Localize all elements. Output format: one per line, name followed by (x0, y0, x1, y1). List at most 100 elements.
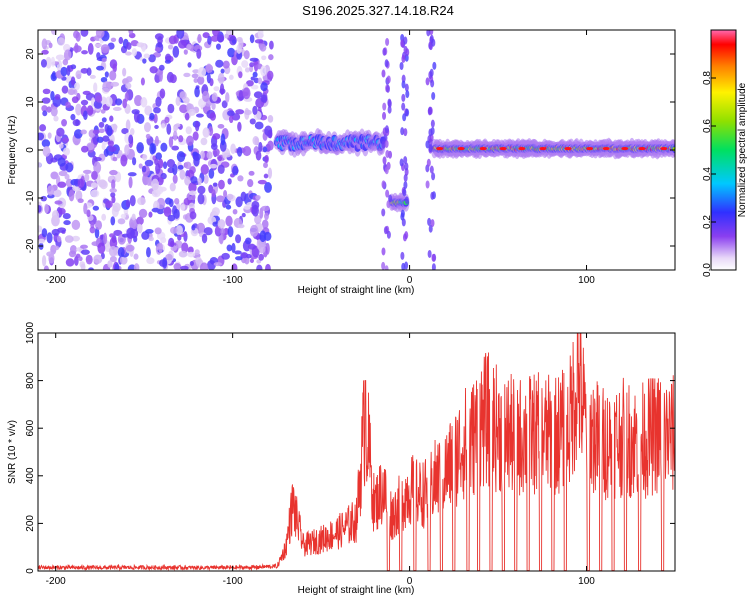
streak-blob (431, 263, 436, 270)
noise-blob (187, 195, 192, 201)
noise-blob (234, 250, 242, 255)
noise-blob (86, 142, 95, 151)
noise-blob (265, 263, 271, 270)
noise-blob (186, 135, 194, 146)
noise-blob (153, 113, 158, 124)
streak-blob (384, 125, 389, 134)
noise-blob (164, 59, 172, 64)
noise-blob (101, 57, 107, 63)
noise-blob (172, 130, 178, 141)
noise-blob (257, 30, 264, 40)
noise-blob (202, 90, 210, 102)
noise-blob (164, 53, 172, 62)
noise-blob (52, 245, 60, 251)
streak-blob (429, 30, 434, 36)
noise-blob (193, 78, 199, 83)
noise-blob (97, 242, 106, 254)
noise-blob (89, 226, 96, 234)
noise-blob (181, 242, 189, 254)
noise-blob (109, 169, 118, 176)
noise-blob (154, 33, 164, 41)
noise-blob (148, 211, 153, 218)
noise-blob (180, 265, 189, 270)
noise-blob (227, 110, 235, 117)
noise-blob (110, 37, 117, 42)
noise-blob (220, 68, 225, 74)
noise-blob (212, 221, 219, 227)
noise-blob (244, 67, 250, 73)
streak-blob (402, 233, 407, 242)
streak-blob (427, 217, 432, 226)
snr-xtick-label: 100 (578, 576, 595, 587)
spectrogram-xtick-label: -100 (223, 275, 243, 286)
noise-blob (125, 244, 135, 252)
noise-blob (71, 219, 81, 230)
noise-blob (122, 67, 127, 77)
streak-blob (430, 79, 435, 88)
streak-blob (381, 261, 386, 270)
streak-blob (425, 140, 430, 149)
noise-blob (110, 216, 116, 226)
noise-blob (46, 251, 55, 257)
streak-blob (382, 111, 387, 120)
noise-blob (80, 263, 86, 270)
noise-blob (192, 131, 199, 141)
noise-blob (196, 222, 206, 235)
noise-blob (228, 115, 234, 124)
noise-blob (117, 218, 126, 225)
streak-blob (382, 102, 387, 111)
noise-blob (170, 240, 175, 248)
signal-peak (660, 146, 668, 151)
noise-blob (169, 74, 177, 84)
streak-blob (385, 84, 390, 93)
noise-blob (92, 129, 100, 135)
noise-blob (170, 226, 178, 234)
noise-blob (212, 30, 220, 37)
streak-blob (428, 144, 433, 153)
noise-blob (131, 48, 137, 57)
noise-blob (138, 163, 143, 169)
noise-blob (82, 169, 92, 174)
noise-blob (238, 90, 244, 101)
noise-blob (154, 47, 161, 52)
noise-blob (112, 106, 122, 112)
noise-blob (47, 132, 52, 139)
streak-blob (382, 47, 387, 56)
snr-xlabel: Height of straight line (km) (298, 585, 415, 596)
noise-blob (125, 199, 131, 208)
noise-blob (179, 91, 187, 100)
noise-blob (74, 82, 80, 91)
noise-blob (126, 42, 132, 50)
noise-blob (121, 128, 129, 135)
noise-blob (148, 236, 154, 242)
noise-blob (125, 76, 133, 83)
noise-blob (177, 165, 184, 170)
noise-blob (227, 47, 236, 58)
noise-blob (120, 213, 127, 219)
noise-blob (160, 142, 168, 152)
noise-blob (80, 30, 89, 37)
noise-blob (93, 82, 98, 93)
noise-blob (57, 181, 67, 188)
streak-blob (405, 108, 410, 117)
streak-blob (404, 261, 409, 270)
noise-blob (54, 94, 61, 100)
noise-blob (154, 227, 162, 235)
noise-blob (83, 110, 88, 121)
streak-blob (431, 253, 436, 262)
noise-blob (154, 135, 159, 147)
noise-blob (205, 64, 214, 73)
noise-blob (136, 142, 144, 154)
noise-blob (258, 141, 263, 153)
snr-ytick-label: 200 (25, 515, 36, 532)
noise-blob (256, 264, 263, 270)
noise-blob (225, 92, 230, 103)
noise-blob (244, 109, 252, 115)
noise-blob (133, 263, 140, 270)
noise-blob (203, 227, 213, 236)
noise-blob (42, 110, 48, 117)
noise-blob (46, 106, 52, 113)
noise-blob (102, 81, 112, 93)
noise-blob (179, 169, 186, 180)
colorbar-tick-label: 0.6 (702, 119, 713, 133)
